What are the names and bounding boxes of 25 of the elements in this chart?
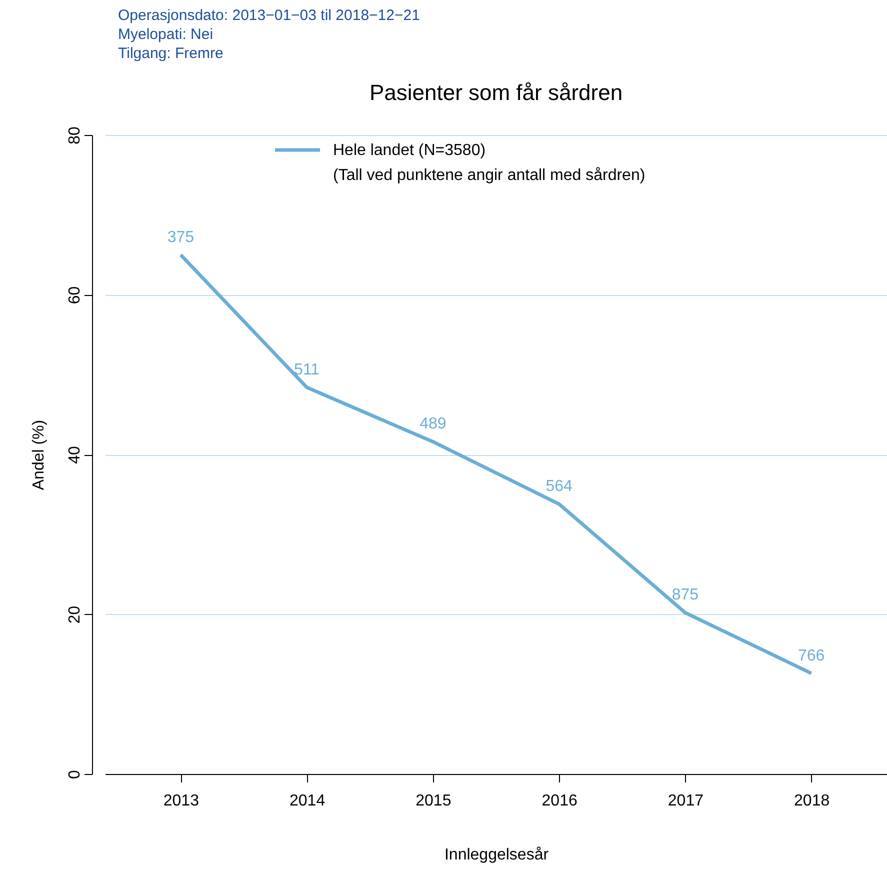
annotation: 875 — [672, 586, 699, 604]
annotation: (Tall ved punktene angir antall med sårdren) — [333, 167, 646, 184]
y-tick-label: 0 — [66, 770, 84, 779]
x-tick-label: 2013 — [163, 792, 200, 810]
y-axis-title: Andel (%) — [30, 420, 48, 490]
y-tick-label: 80 — [66, 126, 84, 144]
text: Operasjonsdato: 2013−01−03 til 2018−12−21 — [118, 7, 420, 24]
y-tick-label: 40 — [66, 446, 84, 464]
y-tick-label: 60 — [66, 286, 84, 304]
annotation: 564 — [546, 478, 573, 496]
annotation: 489 — [420, 416, 446, 433]
text: Myelopati: Nei — [118, 26, 214, 43]
y-tick-label: 20 — [66, 606, 84, 624]
x-tick-label: 2016 — [542, 792, 578, 810]
x-tick-label: 2015 — [416, 792, 452, 810]
x-tick-label: 2014 — [290, 792, 326, 810]
annotation: 766 — [798, 647, 825, 664]
annotation: 375 — [167, 228, 194, 246]
x-tick-label: 2018 — [794, 792, 830, 810]
x-tick-label: 2017 — [668, 792, 704, 810]
text: Tilgang: Fremre — [118, 45, 224, 62]
annotation: 511 — [294, 361, 320, 378]
x-axis-title: Innleggelsesår — [444, 846, 550, 864]
legend-label: Hele landet (N=3580) — [333, 142, 486, 159]
chart-title: Pasienter som får sårdren — [369, 80, 623, 105]
